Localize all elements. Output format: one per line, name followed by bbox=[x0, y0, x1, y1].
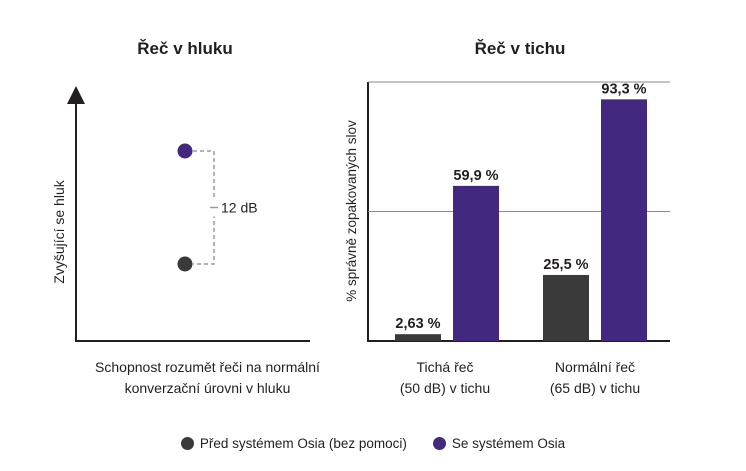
data-label-series1-cat1: 2,63 % bbox=[395, 316, 440, 332]
point-before bbox=[177, 256, 193, 272]
legend-dot-before bbox=[180, 436, 194, 450]
legend-label-with: Se systémem Osia bbox=[451, 435, 566, 451]
left-chart-xlabel: Schopnost rozumět řeči na normální konve… bbox=[40, 357, 375, 399]
category-2-line-2: (65 dB) v tichu bbox=[549, 380, 641, 396]
category-1-line-1: Tichá řeč bbox=[416, 359, 474, 375]
bar-series2-cat2 bbox=[601, 99, 647, 341]
left-chart-title: Řeč v hluku bbox=[137, 39, 233, 58]
left-xlabel-line-2: konverzační úrovni v hluku bbox=[124, 380, 291, 396]
category-1-line-2: (50 dB) v tichu bbox=[399, 380, 491, 396]
legend-dot-with bbox=[432, 436, 446, 450]
right-y-axis-label: % správně zopakovaných slov bbox=[344, 120, 359, 302]
annotation-label: 12 dB bbox=[221, 200, 258, 216]
data-label-series2-cat1: 59,9 % bbox=[453, 168, 498, 184]
left-y-axis-arrow bbox=[67, 86, 85, 104]
legend-item-with: Se systémem Osia bbox=[432, 435, 566, 451]
legend: Před systémem Osia (bez pomoci) Se systé… bbox=[0, 433, 746, 453]
right-chart-plot: % správně zopakovaných slov 2,63 % 25,5 % 5… bbox=[344, 81, 670, 342]
bar-series2-cat1 bbox=[453, 185, 499, 341]
legend-label-before: Před systémem Osia (bez pomoci) bbox=[199, 435, 407, 451]
data-label-series1-cat2: 25,5 % bbox=[543, 257, 588, 273]
point-with bbox=[177, 143, 193, 159]
category-label-2: Normální řeč (65 dB) v tichu bbox=[520, 357, 670, 399]
right-chart-title: Řeč v tichu bbox=[474, 39, 566, 58]
bar-series1-cat2 bbox=[543, 274, 589, 341]
category-label-1: Tichá řeč (50 dB) v tichu bbox=[370, 357, 520, 399]
bar-series1-cat1 bbox=[395, 334, 441, 341]
left-y-axis-label: Zvyšující se hluk bbox=[51, 179, 67, 283]
category-2-line-1: Normální řeč bbox=[554, 359, 636, 375]
data-label-series2-cat2: 93,3 % bbox=[601, 81, 646, 97]
left-xlabel-line-1: Schopnost rozumět řeči na normální bbox=[95, 359, 320, 375]
legend-item-before: Před systémem Osia (bez pomoci) bbox=[180, 435, 407, 451]
left-chart-plot: Zvyšující se hluk 12 dB bbox=[51, 86, 310, 342]
